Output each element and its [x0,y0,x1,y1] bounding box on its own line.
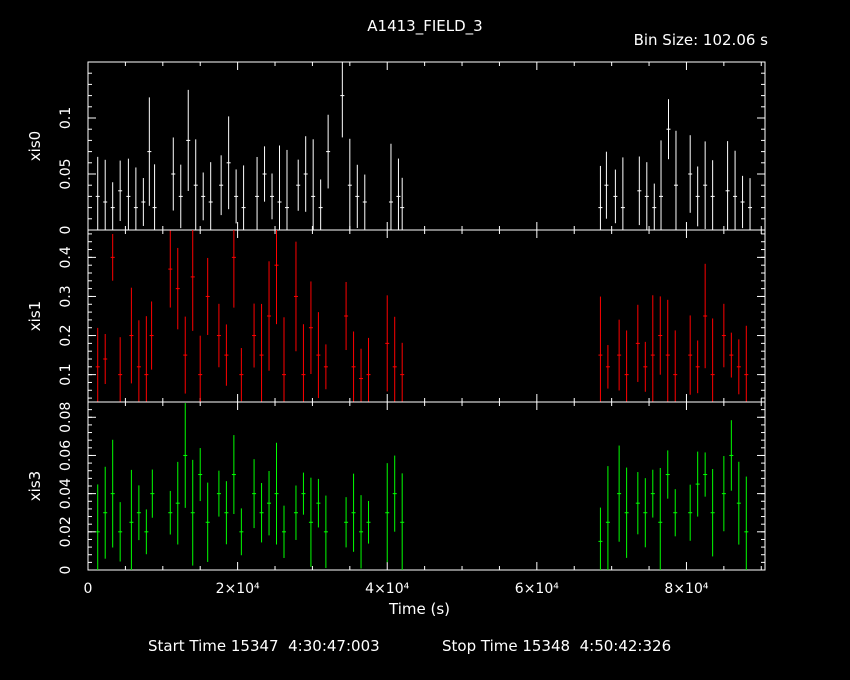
chart-title: A1413_FIELD_3 [367,17,483,35]
xis0-ytick-label: 0 [58,226,74,235]
x-tick-label: 4×10⁴ [365,581,409,597]
xis3-ytick-label: 0 [58,566,74,575]
xis0-ytick-label: 0.05 [58,158,74,189]
xis1-frame [87,229,766,403]
panel-xis0: 0 0.05 0.1 xis0 [26,61,766,235]
x-axis: 0 2×10⁴ 4×10⁴ 6×10⁴ 8×10⁴ [84,581,709,597]
xis3-ytick-label: 0.02 [58,516,74,547]
start-time-label: Start Time 15347 4:30:47:003 [148,637,380,655]
panels: 0 0.05 0.1 xis0 0.1 0.2 0.3 0.4 xis1 0 0.02 0.04 0.0… [26,61,766,575]
x-axis-label: Time (s) [389,600,450,618]
xis3-axis-label: xis3 [26,471,44,501]
panel-xis3: 0 0.02 0.04 0.06 0.08 xis3 [26,401,766,575]
xis3-ytick-label: 0.04 [58,478,74,509]
xis0-ytick-label: 0.1 [58,107,74,129]
x-tick-label: 8×10⁴ [664,581,708,597]
xis3-ytick-label: 0.08 [58,402,74,433]
x-tick-label: 0 [84,581,93,597]
xis0-frame [87,61,766,231]
xis1-axis-label: xis1 [26,301,44,331]
x-tick-label: 6×10⁴ [515,581,559,597]
xis1-ytick-label: 0.2 [58,324,74,346]
bin-size-label: Bin Size: 102.06 s [633,31,768,49]
x-tick-label: 2×10⁴ [216,581,260,597]
xis3-frame [87,401,766,571]
xis1-ytick-label: 0.1 [58,364,74,386]
panel-xis1: 0.1 0.2 0.3 0.4 xis1 [26,229,766,403]
xis1-ytick-label: 0.3 [58,285,74,307]
xis0-axis-label: xis0 [26,131,44,161]
stop-time-label: Stop Time 15348 4:50:42:326 [442,637,672,655]
xis3-ytick-label: 0.06 [58,440,74,471]
xis1-ytick-label: 0.4 [58,246,74,268]
